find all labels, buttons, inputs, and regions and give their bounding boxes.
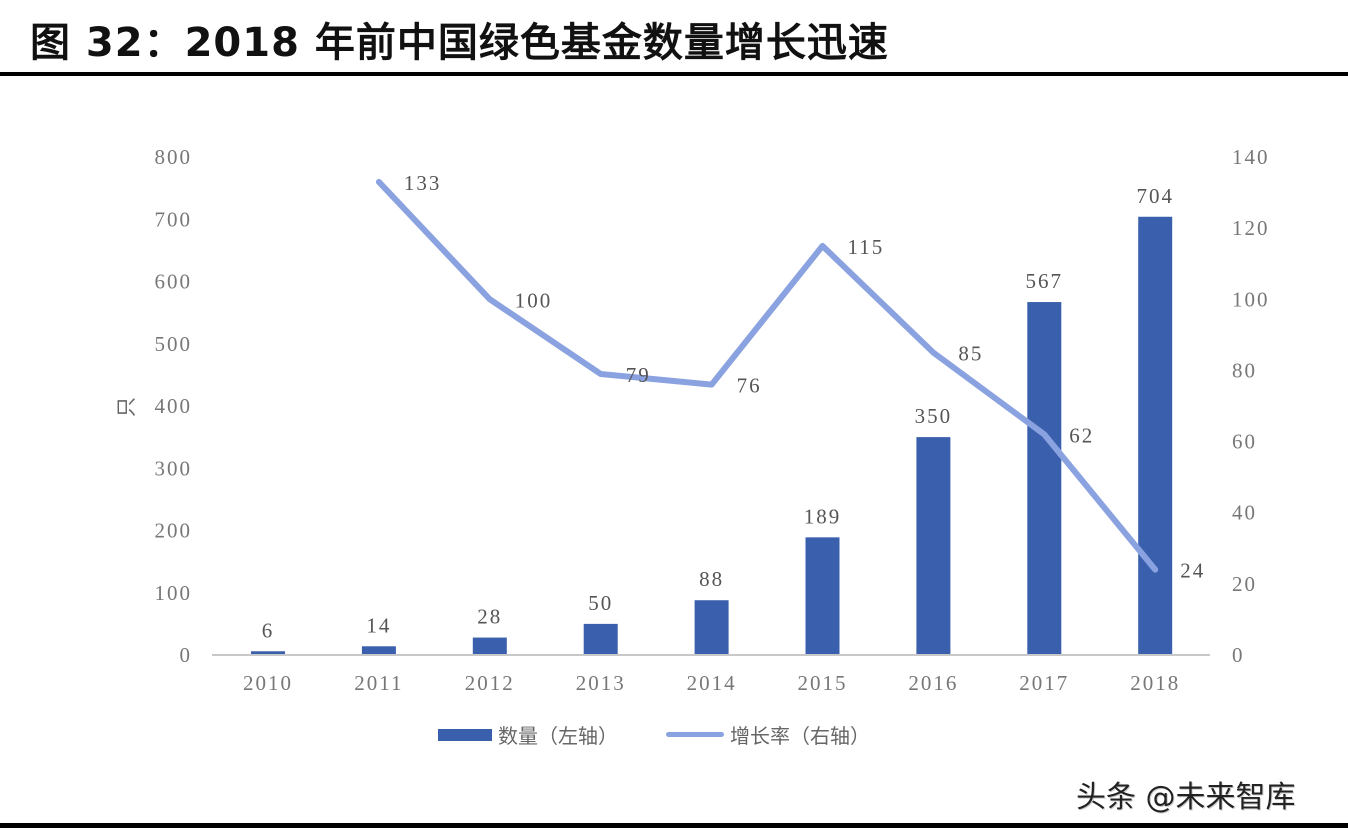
- bar-2014: [694, 600, 729, 655]
- x-tick-label: 2018: [1130, 671, 1180, 695]
- line-value-label: 133: [404, 171, 442, 195]
- legend-line-swatch: [666, 732, 724, 737]
- left-tick-label: 200: [155, 519, 193, 543]
- bar-data-labels: 6 14 28 50 88 189 350 567 704: [262, 184, 1174, 643]
- left-tick-label: 500: [155, 332, 193, 356]
- left-tick-label: 800: [155, 145, 193, 169]
- right-tick-label: 40: [1232, 501, 1257, 525]
- bar-value-label: 567: [1026, 269, 1064, 293]
- legend-item-growth: 增长率（右轴）: [666, 720, 870, 749]
- left-tick-label: 700: [155, 207, 193, 231]
- line-value-label: 100: [515, 288, 553, 312]
- bar-value-label: 28: [477, 605, 502, 629]
- bar-value-label: 14: [366, 613, 391, 637]
- x-tick-label: 2015: [798, 671, 848, 695]
- x-tick-label: 2014: [687, 671, 737, 695]
- x-tick-label: 2011: [354, 671, 403, 695]
- left-tick-label: 600: [155, 270, 193, 294]
- right-tick-label: 0: [1232, 643, 1245, 667]
- bar-2016: [916, 437, 951, 655]
- x-tick-label: 2010: [243, 671, 293, 695]
- x-axis-labels: 2010 2011 2012 2013 2014 2015 2016 2017 2018: [243, 671, 1180, 695]
- left-tick-label: 400: [155, 394, 193, 418]
- line-value-label: 62: [1069, 423, 1094, 447]
- x-tick-label: 2016: [908, 671, 958, 695]
- bar-2017: [1027, 302, 1062, 655]
- legend-count-label: 数量（左轴）: [498, 724, 618, 748]
- bar-2011: [361, 646, 396, 655]
- bar-2015: [805, 537, 840, 655]
- bar-2012: [472, 637, 507, 655]
- x-tick-label: 2012: [465, 671, 515, 695]
- line-value-label: 79: [626, 363, 651, 387]
- x-tick-label: 2013: [576, 671, 626, 695]
- right-tick-label: 100: [1232, 287, 1270, 311]
- x-tick-label: 2017: [1019, 671, 1069, 695]
- y-axis-label: 只: [116, 397, 138, 417]
- line-value-label: 115: [848, 235, 885, 259]
- bar-value-label: 88: [699, 567, 724, 591]
- bar-value-label: 189: [804, 504, 842, 528]
- line-value-label: 76: [737, 374, 762, 398]
- chart-title: 图 32：2018 年前中国绿色基金数量增长迅速: [30, 20, 889, 66]
- right-tick-label: 20: [1232, 572, 1257, 596]
- right-tick-label: 80: [1232, 358, 1257, 382]
- left-y-axis: 0 100 200 300 400 500 600 700 800: [155, 145, 193, 667]
- right-tick-label: 120: [1232, 216, 1270, 240]
- bar-2010: [251, 651, 285, 655]
- bar-value-label: 6: [262, 618, 275, 642]
- bar-2018: [1138, 216, 1173, 655]
- bar-2013: [583, 623, 618, 655]
- bar-value-label: 350: [915, 404, 953, 428]
- legend-item-count: 数量（左轴）: [438, 720, 618, 749]
- line-data-labels: 133 100 79 76 115 85 62 24: [404, 171, 1205, 583]
- left-tick-label: 0: [180, 643, 193, 667]
- bar-value-label: 50: [588, 591, 613, 615]
- legend: 数量（左轴） 增长率（右轴）: [438, 720, 918, 749]
- legend-bar-swatch: [438, 728, 492, 741]
- bar-series: [251, 216, 1173, 655]
- right-y-axis: 0 20 40 60 80 100 120 140: [1232, 145, 1270, 667]
- legend-growth-label: 增长率（右轴）: [730, 724, 870, 748]
- growth-rate-line: [375, 178, 1159, 573]
- top-divider: [0, 72, 1348, 76]
- line-value-label: 85: [958, 342, 983, 366]
- watermark: 头条 @未来智库: [1076, 780, 1296, 815]
- bar-value-label: 704: [1136, 184, 1174, 208]
- line-value-label: 24: [1180, 559, 1205, 583]
- right-tick-label: 60: [1232, 430, 1257, 454]
- right-tick-label: 140: [1232, 145, 1270, 169]
- bottom-divider: [0, 823, 1348, 828]
- left-tick-label: 300: [155, 456, 193, 480]
- left-tick-label: 100: [155, 581, 193, 605]
